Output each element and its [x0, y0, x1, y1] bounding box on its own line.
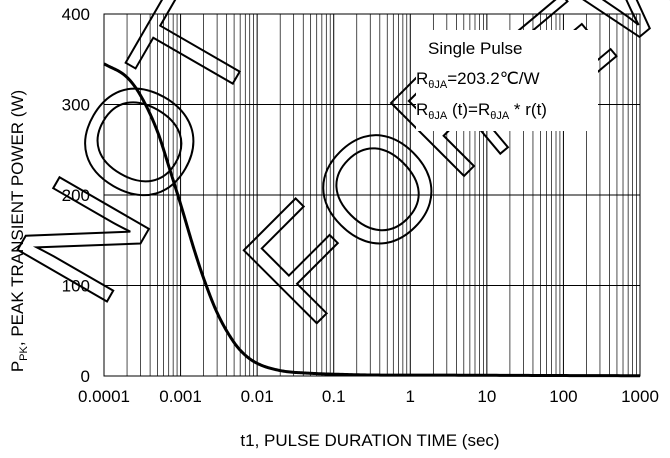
series-line [103, 62, 641, 378]
x-tick-label: 10 [477, 387, 496, 406]
x-tick-label: 0.01 [241, 387, 274, 406]
plot-frame [103, 13, 641, 377]
legend-box [416, 30, 598, 131]
legend-line-3: RθJA (t)=RθJA * r(t) [416, 100, 547, 122]
watermark-text: NOT [0, 0, 287, 328]
x-tick-label: 1000 [621, 387, 659, 406]
series [103, 62, 641, 378]
y-axis-label: PPK, PEAK TRANSIENT POWER (W) [8, 90, 30, 372]
legend-line-1: Single Pulse [428, 39, 523, 58]
grid [103, 13, 640, 377]
x-tick-labels: 0.0001 0.001 0.01 0.1 1 10 100 1000 [78, 387, 659, 406]
x-axis-label: t1, PULSE DURATION TIME (sec) [240, 431, 499, 450]
y-tick-label: 200 [62, 186, 90, 205]
x-tick-label: 0.0001 [78, 387, 130, 406]
x-tick-label: 0.001 [159, 387, 202, 406]
x-tick-label: 1 [406, 387, 415, 406]
y-tick-labels: 0 100 200 300 400 [62, 5, 90, 386]
y-tick-label: 0 [81, 367, 90, 386]
x-tick-label: 0.1 [322, 387, 346, 406]
y-tick-label: 400 [62, 5, 90, 24]
x-tick-label: 100 [549, 387, 577, 406]
y-tick-label: 100 [62, 277, 90, 296]
legend-line-2: RθJA=203.2℃/W [416, 69, 540, 91]
y-tick-label: 300 [62, 96, 90, 115]
